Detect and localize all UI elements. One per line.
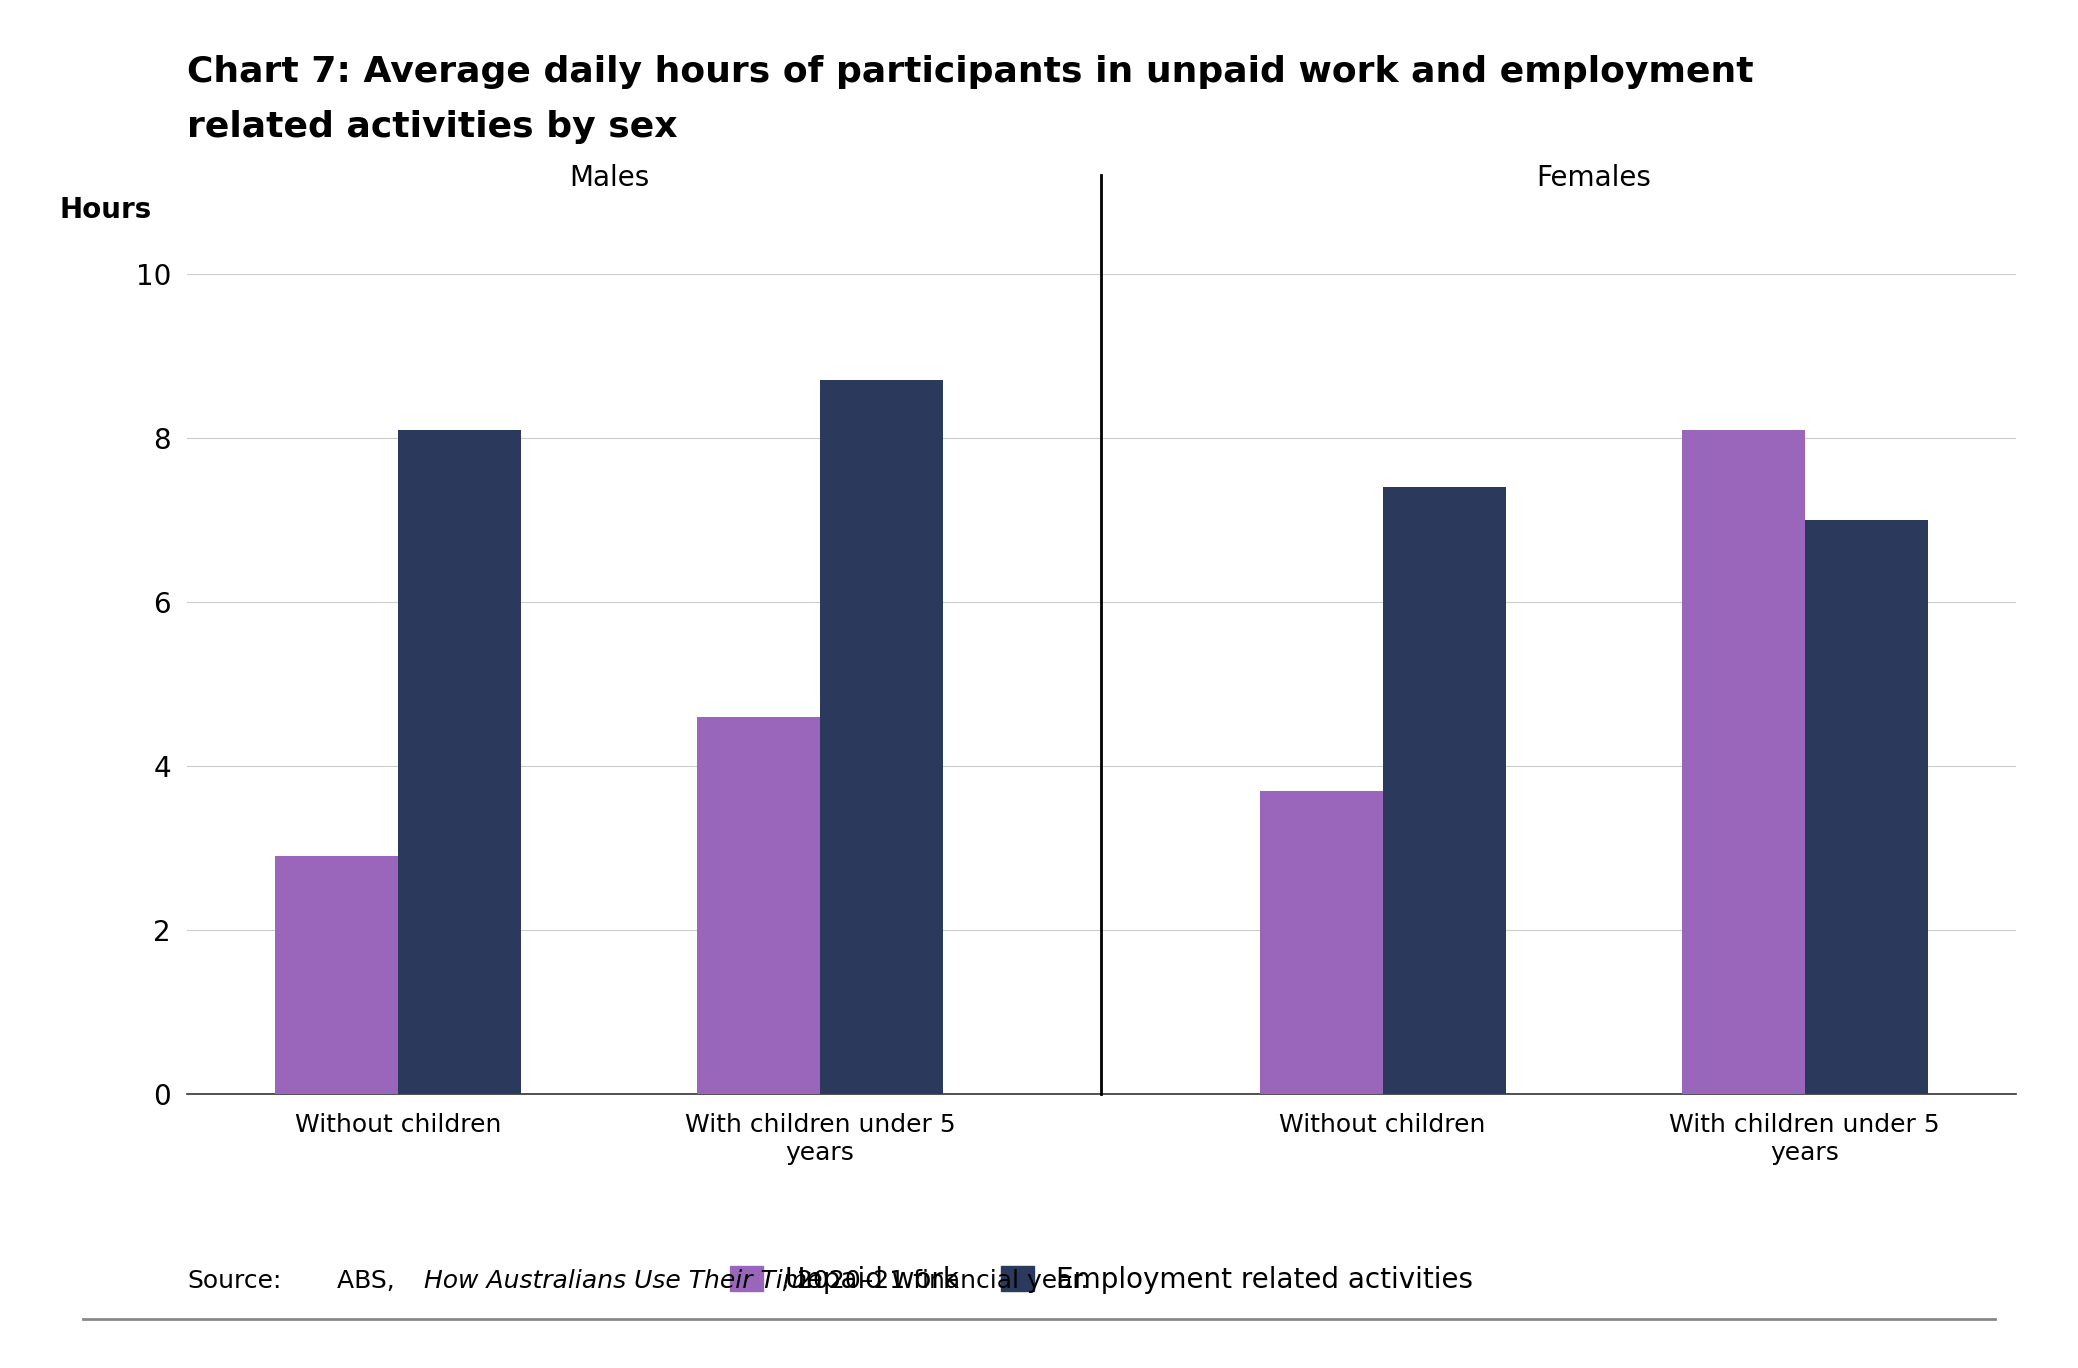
Text: How Australians Use Their Time: How Australians Use Their Time	[424, 1268, 823, 1293]
Bar	[274, 856, 399, 1094]
Bar	[399, 430, 522, 1094]
Text: , 2020–21 financial year.: , 2020–21 financial year.	[781, 1268, 1089, 1293]
Bar	[1259, 791, 1382, 1094]
Bar	[1681, 430, 1804, 1094]
Bar	[821, 380, 943, 1094]
Text: Source:: Source:	[187, 1268, 281, 1293]
Text: related activities by sex: related activities by sex	[187, 109, 677, 144]
Bar	[1804, 520, 1928, 1094]
Bar	[696, 717, 821, 1094]
Text: ABS,: ABS,	[337, 1268, 403, 1293]
Bar	[1382, 487, 1507, 1094]
Text: Chart 7: Average daily hours of participants in unpaid work and employment: Chart 7: Average daily hours of particip…	[187, 55, 1754, 89]
Text: Hours: Hours	[58, 197, 152, 224]
Text: Males: Males	[569, 164, 648, 192]
Legend: Unpaid work, Employment related activities: Unpaid work, Employment related activiti…	[729, 1265, 1473, 1294]
Text: Females: Females	[1536, 164, 1652, 192]
